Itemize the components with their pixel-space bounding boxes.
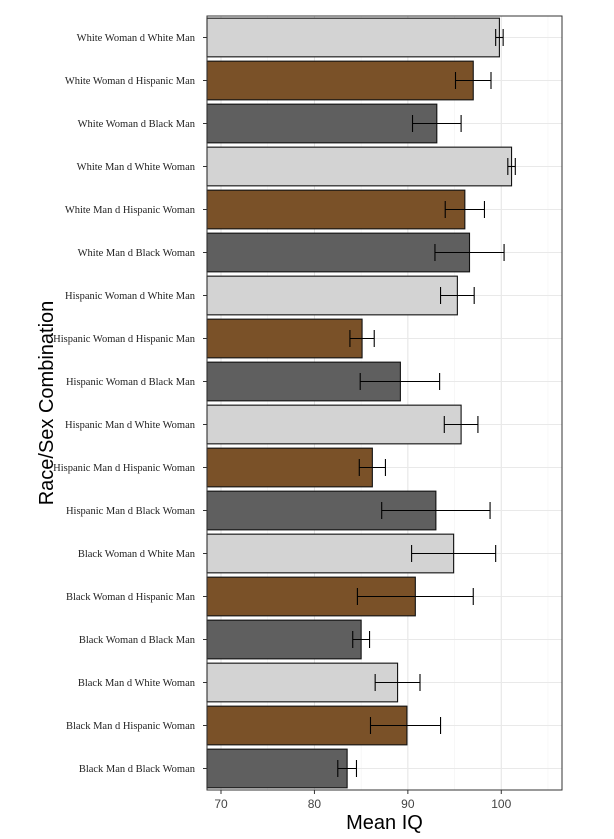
x-axis-ticks: 70 80 90 100: [214, 790, 512, 811]
category-label: Black Man d Hispanic Woman: [66, 721, 196, 732]
y-axis-title: Race/Sex Combination: [36, 301, 58, 506]
bar: [206, 275, 458, 316]
category-label: Hispanic Woman d White Man: [65, 291, 196, 302]
bar: [206, 232, 471, 273]
x-axis-title: Mean IQ: [346, 812, 423, 834]
category-label: White Man d Black Woman: [78, 248, 196, 259]
category-label: Hispanic Man d Black Woman: [66, 506, 196, 517]
category-label: Hispanic Man d White Woman: [65, 420, 196, 431]
bar: [206, 103, 438, 144]
bar: [206, 404, 462, 445]
x-tick-label: 90: [401, 797, 415, 811]
x-tick-label: 80: [308, 797, 322, 811]
x-tick-label: 100: [491, 797, 511, 811]
category-label: Black Woman d Hispanic Man: [66, 592, 196, 603]
category-label: White Woman d Black Man: [78, 119, 196, 130]
plot-panel-border: [206, 15, 563, 791]
bar: [206, 447, 373, 488]
bar: [206, 189, 466, 230]
category-label: Hispanic Man d Hispanic Woman: [53, 463, 196, 474]
category-label: Hispanic Woman d Hispanic Man: [53, 334, 196, 345]
category-label: Black Woman d Black Man: [79, 635, 196, 646]
bar: [206, 748, 348, 789]
category-label: White Woman d White Man: [77, 33, 196, 44]
bar: [206, 318, 363, 359]
bar: [206, 662, 399, 703]
category-label: Black Woman d White Man: [78, 549, 196, 560]
bar: [206, 146, 513, 187]
category-label: Black Man d Black Woman: [79, 764, 196, 775]
x-tick-label: 70: [214, 797, 228, 811]
category-label: Black Man d White Woman: [78, 678, 196, 689]
bar: [206, 619, 362, 660]
category-label: White Man d Hispanic Woman: [65, 205, 196, 216]
bar: [206, 17, 500, 58]
category-label: Hispanic Woman d Black Man: [66, 377, 196, 388]
bar: [206, 60, 474, 101]
category-labels: White Woman d White Man White Woman d His…: [53, 33, 207, 775]
category-label: White Woman d Hispanic Man: [65, 76, 196, 87]
category-label: White Man d White Woman: [77, 162, 196, 173]
bars: [206, 17, 513, 789]
error-bars: [337, 28, 516, 778]
